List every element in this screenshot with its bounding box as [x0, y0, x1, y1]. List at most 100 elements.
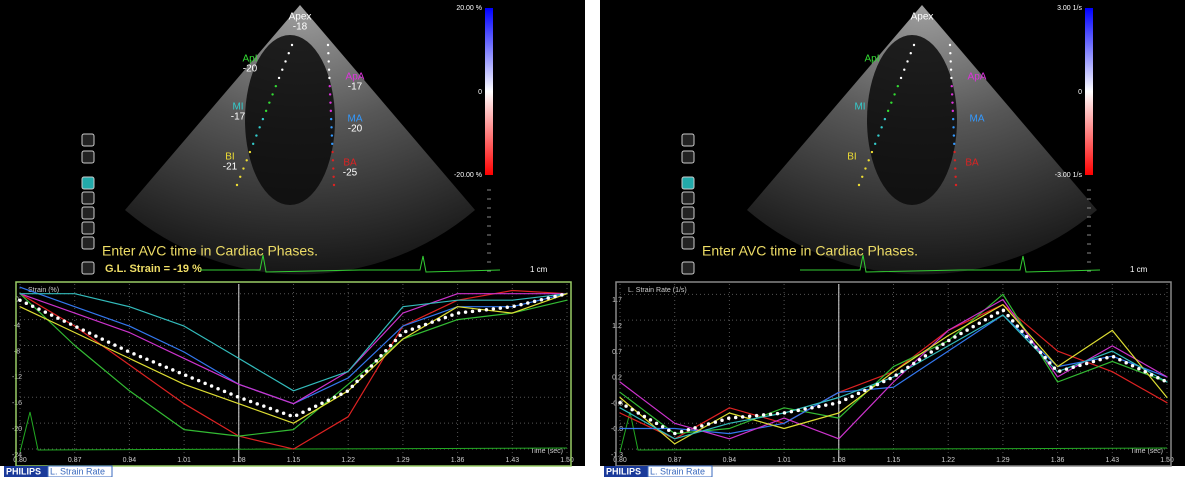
series-line [619, 298, 1168, 440]
x-tick-label: 0.87 [668, 457, 682, 464]
trace-dot [235, 183, 239, 187]
y-tick-label: -0.3 [611, 400, 623, 407]
trace-dot [274, 84, 278, 88]
colorbar-mid: 0 [1078, 89, 1082, 96]
series-line [619, 293, 1168, 435]
colorbar-max: 20.00 % [456, 5, 482, 12]
trace-dot [330, 126, 333, 129]
series-line [619, 304, 1168, 445]
y-tick-label: 0.2 [612, 375, 622, 382]
trace-dot [867, 159, 870, 162]
y-tick-label: -20 [12, 426, 22, 433]
colorbar [485, 8, 493, 175]
trace-dot [949, 68, 953, 71]
x-tick-label: 1.50 [1160, 457, 1174, 464]
segment-value: -20 [348, 124, 363, 135]
tool-icon [81, 236, 95, 250]
trace-dot [328, 93, 332, 96]
segment-value: -21 [223, 162, 238, 173]
tool-icon [81, 176, 95, 190]
trace-dot [239, 175, 242, 178]
tool-icon [81, 150, 95, 164]
trace-dot [242, 167, 245, 170]
trace-dot [327, 52, 330, 55]
trace-dot [954, 175, 957, 178]
segment-label: MA [970, 114, 985, 125]
x-tick-label: 1.15 [887, 457, 901, 464]
trace-dot [877, 134, 880, 137]
series-line [19, 293, 568, 437]
y-tick-label: 1.7 [612, 297, 622, 304]
mode: L. Strain Rate [50, 466, 105, 476]
trace-dot [331, 150, 334, 154]
x-tick-label: 1.50 [560, 457, 574, 464]
segment-value: -20 [243, 64, 258, 75]
trace-dot [950, 93, 954, 96]
tool-icon [681, 176, 695, 190]
x-tick-label: 1.43 [505, 457, 519, 464]
tool-icon [681, 221, 695, 235]
trace-dot [245, 159, 248, 162]
trace-dot [949, 52, 952, 55]
trace-dot [329, 101, 332, 104]
x-tick-label: 1.15 [287, 457, 301, 464]
x-tick-label: 0.80 [13, 457, 27, 464]
segment-label: MA [348, 114, 363, 125]
tool-icon [681, 133, 695, 147]
brand-box [604, 466, 648, 477]
trace-dot [952, 126, 955, 129]
scale-label: 1 cm [530, 265, 548, 274]
segment-label: BA [965, 158, 979, 169]
segment-value: -25 [343, 168, 358, 179]
brand-box [4, 466, 48, 477]
series-line [19, 293, 568, 405]
trace-dot [864, 167, 867, 170]
trace-dot [950, 84, 953, 88]
trace-dot [893, 93, 896, 96]
trace-dot [906, 60, 909, 63]
tool-icon [681, 206, 695, 220]
segment-label: Apex [911, 12, 934, 23]
trace-dot [954, 167, 957, 170]
ventricle-cavity [867, 35, 957, 205]
trace-dot [327, 60, 330, 63]
trace-dot [261, 117, 265, 121]
trace-dot [251, 142, 255, 146]
trace-dot [873, 142, 877, 146]
mode-box [47, 465, 113, 477]
x-tick-label: 1.22 [341, 457, 355, 464]
trace-dot [328, 84, 331, 88]
x-tick-label: 1.29 [396, 457, 410, 464]
segment-value: -17 [231, 112, 246, 123]
colorbar-min: -3.00 1/s [1055, 172, 1083, 179]
y-tick-label: -8 [14, 348, 20, 355]
segment-label: BI [847, 152, 856, 163]
trace-dot [857, 183, 861, 187]
trace-dot [264, 109, 268, 113]
segment-label: BI [225, 152, 234, 163]
y-axis-title: Strain (%) [28, 287, 59, 294]
x-tick-label: 0.94 [723, 457, 737, 464]
tool-icon [681, 191, 695, 205]
trace-dot [268, 101, 271, 104]
y-tick-label: -24 [12, 452, 22, 459]
segment-label: BA [343, 158, 357, 169]
segment-value: -18 [293, 22, 308, 33]
segment-label: ApI [864, 54, 879, 65]
mode: L. Strain Rate [650, 466, 705, 476]
trace-dot [950, 76, 953, 80]
tool-icon [81, 206, 95, 220]
trace-dot [899, 76, 903, 80]
trace-dot [332, 183, 336, 187]
colorbar-min: -20.00 % [454, 172, 482, 179]
segment-label: Apex [289, 12, 312, 23]
series-line [19, 293, 568, 424]
trace-dot [258, 126, 261, 129]
y-axis-title: L. Strain Rate (1/s) [628, 287, 687, 294]
series-line [19, 293, 568, 392]
y-tick-label: -16 [12, 400, 22, 407]
trace-dot [948, 43, 952, 47]
trace-dot [870, 150, 874, 154]
trace-dot [883, 117, 887, 121]
trace-dot [287, 52, 290, 55]
